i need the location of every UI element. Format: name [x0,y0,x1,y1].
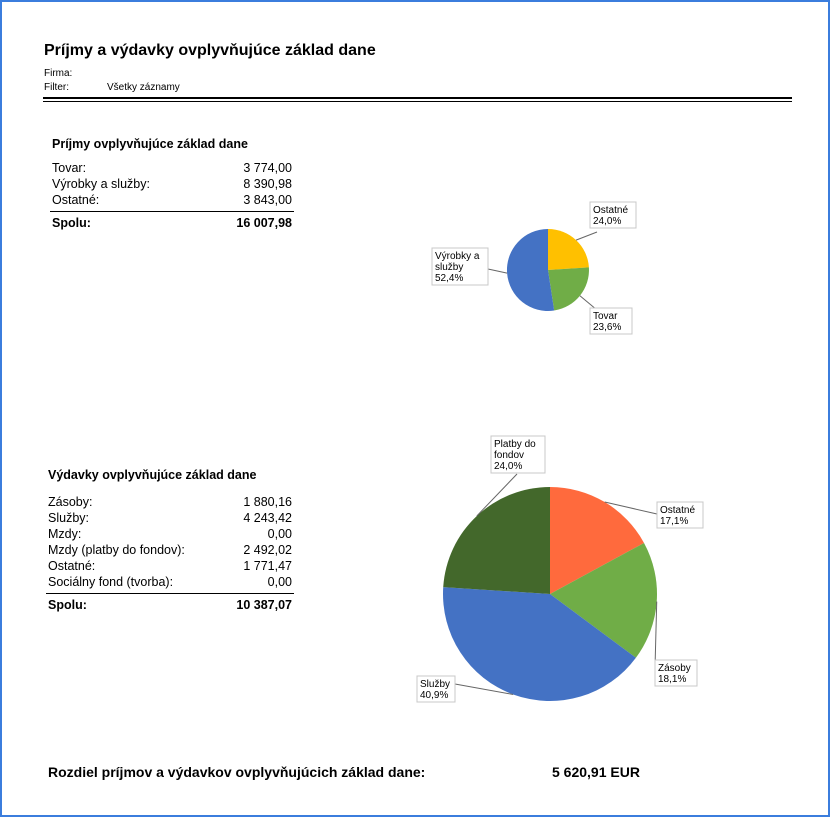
expenses-row-label: Sociálny fond (tvorba): [48,575,174,589]
firma-label: Firma: [44,68,73,79]
expenses-row-sluzby: Služby: 4 243,42 [48,510,292,526]
pie-label-box [589,307,633,335]
income-row-value: 8 390,98 [243,177,292,191]
expenses-row-label: Mzdy (platby do fondov): [48,543,185,557]
income-row-label: Tovar: [52,161,87,175]
income-row-value: 3 774,00 [243,161,292,175]
pie-label-box [589,201,637,229]
expenses-row-ostatne: Ostatné: 1 771,47 [48,558,292,574]
pie-slice-zasoby [550,542,658,658]
pie-label-percent: 18,1% [658,674,686,685]
expenses-row-value: 4 243,42 [243,511,292,525]
expenses-row-mzdy: Mzdy: 0,00 [48,526,292,542]
pie-label-percent: 24,0% [593,216,621,227]
pie-label-percent: 23,6% [593,322,621,333]
pie-leader-line [476,473,518,517]
expenses-row-label: Mzdy: [48,527,82,541]
income-total-rule [50,211,294,212]
income-table: Tovar: 3 774,00 Výrobky a služby: 8 390,… [52,160,292,208]
pie-label-percent: 40,9% [420,690,448,701]
expenses-row-value: 0,00 [267,575,292,589]
expenses-row-value: 0,00 [267,527,292,541]
report-title: Príjmy a výdavky ovplyvňujúce základ dan… [44,42,376,59]
pie-label-name: služby [435,262,463,273]
income-total-row: Spolu: 16 007,98 [52,215,292,231]
pie-label-box [654,659,698,687]
filter-value: Všetky záznamy [107,82,180,93]
expenses-total-row: Spolu: 10 387,07 [48,597,292,613]
expenses-table: Zásoby: 1 880,16 Služby: 4 243,42 Mzdy: … [48,494,292,590]
pie-slice-ostatne [548,229,589,270]
income-row-label: Ostatné: [52,193,100,207]
income-row-vyrobky: Výrobky a služby: 8 390,98 [52,176,292,192]
expenses-row-label: Ostatné: [48,559,96,573]
expenses-row-mzdy-fondy: Mzdy (platby do fondov): 2 492,02 [48,542,292,558]
expenses-row-label: Zásoby: [48,495,93,509]
pie-label-box [416,675,456,703]
pie-label-name: Ostatné [660,505,695,516]
pie-label-percent: 52,4% [435,273,463,284]
income-section-title: Príjmy ovplyvňujúce základ dane [52,137,248,151]
income-total-value: 16 007,98 [236,216,292,230]
pie-slice-tovar [548,267,590,311]
filter-label: Filter: [44,82,69,93]
income-row-ostatne: Ostatné: 3 843,00 [52,192,292,208]
pie-leader-line [604,501,658,515]
pie-label-name: Výrobky a [435,251,480,262]
income-row-tovar: Tovar: 3 774,00 [52,160,292,176]
pie-label-percent: 17,1% [660,516,688,527]
pie-label-name: Ostatné [593,205,628,216]
income-row-value: 3 843,00 [243,193,292,207]
expenses-row-zasoby: Zásoby: 1 880,16 [48,494,292,510]
expenses-row-socialny-fond: Sociálny fond (tvorba): 0,00 [48,574,292,590]
difference-value: 5 620,91 EUR [552,764,640,780]
pie-label-name: fondov [494,450,524,461]
pie-label-name: Zásoby [658,663,691,674]
pie-leader-line [575,231,598,241]
income-row-label: Výrobky a služby: [52,177,150,191]
header-rule-thin [43,101,792,102]
pie-label-box [490,435,546,474]
expenses-row-label: Služby: [48,511,89,525]
pie-label-box [431,247,489,286]
pie-slice-platby-do-fondov [443,487,550,594]
pie-leader-line [654,601,658,669]
expenses-row-value: 1 880,16 [243,495,292,509]
pie-label-percent: 24,0% [494,461,522,472]
expenses-total-label: Spolu: [48,598,87,612]
pie-slice-ostatne [550,487,645,594]
pie-label-name: Tovar [593,311,618,322]
pie-label-name: Platby do [494,439,536,450]
income-total-label: Spolu: [52,216,91,230]
pie-leader-line [487,268,508,274]
difference-label: Rozdiel príjmov a výdavkov ovplyvňujúcic… [48,764,426,780]
pie-leader-line [454,683,514,695]
pie-slice-vyrobky-a-sluzby [506,228,555,311]
expenses-total-rule [46,593,294,594]
expenses-total-value: 10 387,07 [236,598,292,612]
pie-label-name: Služby [420,679,450,690]
expenses-row-value: 1 771,47 [243,559,292,573]
pie-label-box [656,501,704,529]
pie-slice-sluzby [442,587,636,702]
expenses-row-value: 2 492,02 [243,543,292,557]
header-rule [43,97,792,99]
expenses-section-title: Výdavky ovplyvňujúce základ dane [48,468,257,482]
